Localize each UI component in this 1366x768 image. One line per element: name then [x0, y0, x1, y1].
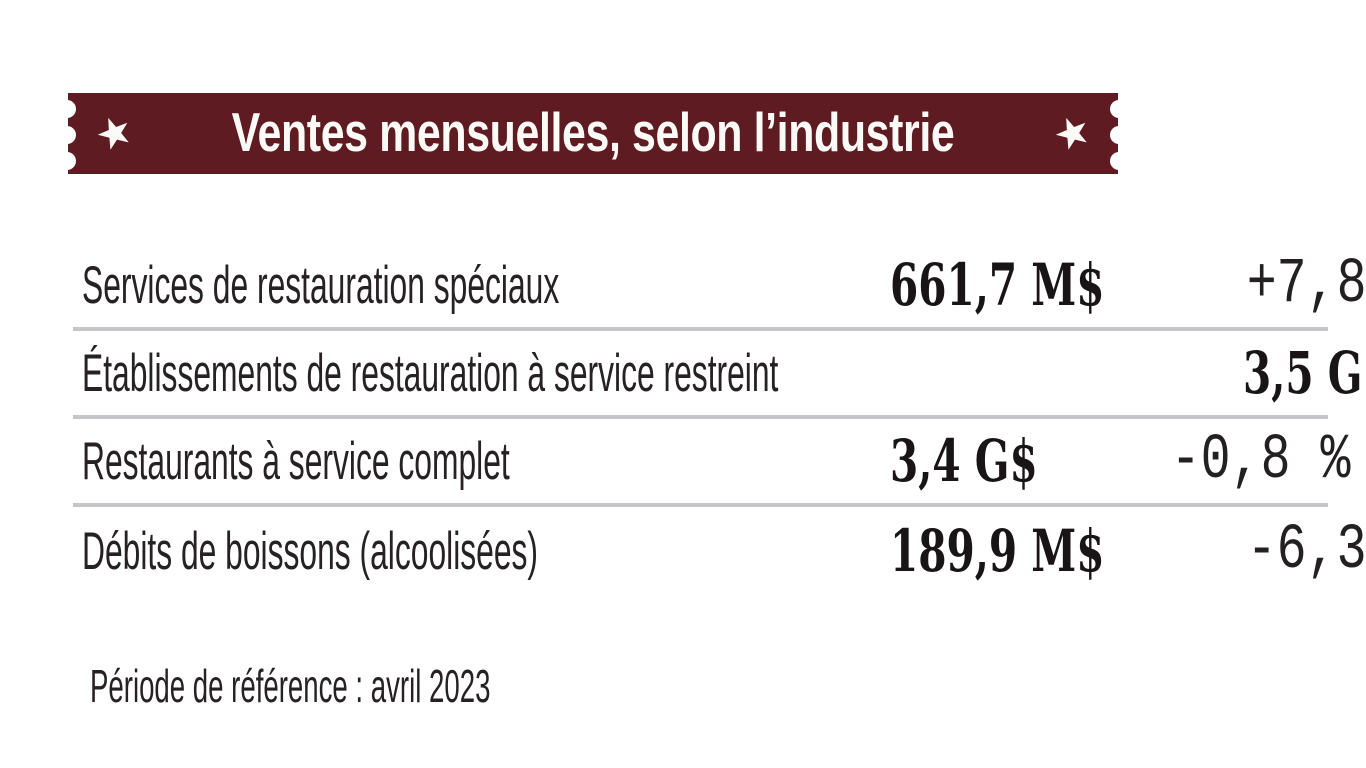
change-value: -0,8 % — [1170, 425, 1351, 497]
change-value: -6,3 % — [1247, 515, 1366, 587]
industry-cell: Débits de boissons (alcoolisées) — [73, 521, 890, 582]
industry-label: Établissements de restauration à service… — [82, 343, 779, 403]
industry-cell: Services de restauration spéciaux — [73, 255, 890, 316]
table-row: Débits de boissons (alcoolisées) 189,9 M… — [73, 507, 1366, 595]
ticket-notch — [1110, 100, 1128, 118]
sales-cell: 3,4 G$ — [890, 427, 1120, 495]
reference-period: Période de référence : avril 2023 — [90, 659, 757, 713]
sales-value: 189,9 M$ — [890, 517, 1105, 585]
table-row: Services de restauration spéciaux 661,7 … — [73, 243, 1366, 331]
ticket-notch — [1110, 152, 1128, 170]
industry-label: Services de restauration spéciaux — [82, 255, 560, 315]
sales-value: 3,4 G$ — [890, 427, 1038, 495]
change-cell: +7,8 % — [1196, 249, 1366, 321]
industry-label: Restaurants à service complet — [82, 431, 510, 491]
table-row: Restaurants à service complet 3,4 G$ -0,… — [73, 419, 1350, 507]
ticket-notch — [1110, 126, 1128, 144]
ticket-notch — [58, 152, 76, 170]
change-value: +7,8 % — [1247, 249, 1366, 321]
sales-value: 661,7 M$ — [890, 251, 1105, 319]
industry-label: Débits de boissons (alcoolisées) — [82, 521, 539, 581]
sales-cell: 661,7 M$ — [890, 251, 1196, 319]
change-cell: -0,8 % — [1120, 425, 1358, 497]
sales-cell: 189,9 M$ — [890, 517, 1196, 585]
page-title: Ventes mensuelles, selon l’industrie — [231, 101, 955, 163]
reference-period-label: Période de référence : avril 2023 — [90, 660, 491, 712]
change-cell: -6,3 % — [1196, 515, 1366, 587]
title-banner: Ventes mensuelles, selon l’industrie — [58, 93, 1128, 174]
industry-cell: Établissements de restauration à service… — [73, 343, 1243, 404]
sales-cell: 3,5 G$ — [1243, 339, 1366, 407]
ticket-notch — [58, 100, 76, 118]
industry-cell: Restaurants à service complet — [73, 431, 890, 492]
ticket-notch — [58, 126, 76, 144]
sales-value: 3,5 G$ — [1242, 339, 1366, 407]
star-icon — [1055, 117, 1087, 150]
star-icon — [97, 117, 129, 150]
sales-table: Services de restauration spéciaux 661,7 … — [73, 243, 1366, 595]
table-row: Établissements de restauration à service… — [73, 331, 1366, 419]
